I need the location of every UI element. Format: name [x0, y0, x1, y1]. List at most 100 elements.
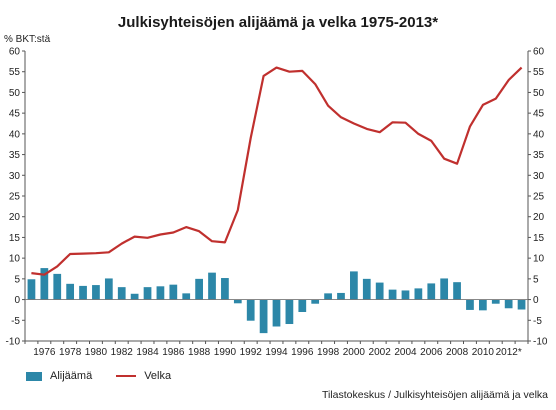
legend-swatch-deficit — [26, 371, 42, 381]
x-tick-label: 1976 — [33, 347, 56, 358]
bar-deficit — [453, 282, 461, 300]
x-tick-label: 1986 — [162, 347, 185, 358]
x-tick-label: 2000 — [343, 347, 366, 358]
bar-deficit — [311, 299, 320, 304]
bar-deficit — [259, 299, 268, 334]
x-tick-label: 1978 — [59, 347, 82, 358]
legend-label-debt: Velka — [144, 370, 172, 382]
x-tick-label: 2008 — [446, 347, 469, 358]
legend-label-deficit: Alijäämä — [50, 370, 93, 382]
chart-legend: Alijäämä Velka — [26, 370, 171, 382]
x-tick-label: 1994 — [265, 347, 288, 358]
y-tick-label-right: 0 — [533, 295, 539, 306]
y-tick-label-left: 20 — [9, 212, 21, 223]
bar-deficit — [478, 299, 487, 311]
y-tick-label-right: 5 — [533, 274, 539, 285]
bar-deficit — [53, 273, 62, 300]
x-tick-label: 2012* — [496, 347, 522, 358]
x-tick-label: 2004 — [394, 347, 417, 358]
bar-deficit — [169, 284, 178, 300]
x-tick-label: 2010 — [472, 347, 495, 358]
bar-deficit — [246, 299, 255, 321]
bar-deficit — [285, 299, 294, 325]
y-tick-label-left: 30 — [9, 171, 21, 182]
bar-deficit — [143, 287, 152, 300]
legend-swatch-debt — [116, 375, 137, 377]
bar-deficit — [491, 299, 500, 304]
bar-deficit — [272, 299, 281, 327]
y-tick-label-right: -10 — [533, 337, 548, 348]
y-tick-label-left: 50 — [9, 88, 21, 99]
y-tick-label-right: 15 — [533, 233, 545, 244]
y-tick-label-left: 45 — [9, 109, 21, 120]
y-tick-label-right: 50 — [533, 88, 545, 99]
bar-deficit — [233, 299, 242, 304]
y-tick-label-left: 40 — [9, 129, 21, 140]
y-tick-label-left: 10 — [9, 254, 21, 265]
source-note: Tilastokeskus / Julkisyhteisöjen alijääm… — [321, 389, 548, 401]
y-tick-label-right: 40 — [533, 129, 545, 140]
bar-deficit — [66, 283, 75, 300]
y-tick-label-left: 25 — [9, 192, 21, 203]
y-tick-label-right: 60 — [533, 47, 545, 58]
y-tick-label-right: 45 — [533, 109, 545, 120]
x-axis: 1976 1978 1980 1982 1984 1986 1988 1990 1992 1994… — [24, 299, 529, 358]
bar-deficit — [130, 293, 139, 300]
y-tick-label-right: 20 — [533, 212, 545, 223]
y-tick-label-right: 30 — [533, 171, 545, 182]
x-tick-label: 1988 — [188, 347, 211, 358]
y-tick-label-right: -5 — [533, 316, 542, 327]
bar-deficit — [324, 293, 332, 300]
bar-deficit — [414, 288, 423, 300]
x-tick-label: 2006 — [420, 347, 443, 358]
x-tick-label: 1984 — [136, 347, 159, 358]
y-tick-label-right: 25 — [533, 192, 545, 203]
bar-deficit — [466, 299, 474, 310]
x-tick-label: 1996 — [291, 347, 314, 358]
bar-deficit — [92, 285, 100, 300]
x-tick-label: 1990 — [214, 347, 237, 358]
x-tick-label: 1980 — [85, 347, 108, 358]
bar-deficit — [104, 278, 113, 300]
bar-deficit — [362, 278, 371, 300]
y-tick-label-left: -10 — [6, 337, 21, 348]
y-tick-label-left: 55 — [9, 67, 21, 78]
y-axis-unit-label: % BKT:stä — [4, 34, 51, 45]
bar-deficit — [350, 271, 358, 300]
bar-deficit — [117, 287, 126, 300]
chart-title: Julkisyhteisöjen alijäämä ja velka 1975-… — [117, 14, 439, 31]
y-tick-label-right: 55 — [533, 67, 545, 78]
bar-deficit — [40, 268, 49, 300]
x-tick-label: 1982 — [111, 347, 134, 358]
bar-deficit — [182, 293, 191, 300]
y-tick-label-right: 35 — [533, 150, 545, 161]
bar-deficit — [337, 292, 345, 300]
y-tick-label-right: 10 — [533, 254, 545, 265]
line-debt — [31, 66, 523, 276]
y-axis-left: -10 -5 0 5 10 15 20 25 30 35 40 45 50 55 60 — [6, 47, 26, 348]
y-tick-label-left: 0 — [14, 295, 20, 306]
deficit-bars — [27, 268, 526, 334]
y-tick-label-left: 5 — [14, 274, 20, 285]
bar-deficit — [401, 290, 410, 300]
bar-deficit — [517, 299, 526, 310]
bar-deficit — [440, 278, 449, 300]
bar-deficit — [427, 283, 436, 300]
y-tick-label-left: 60 — [9, 47, 21, 58]
bar-deficit — [221, 278, 229, 300]
bar-deficit — [375, 282, 384, 300]
y-tick-label-left: 15 — [9, 233, 21, 244]
bar-deficit — [195, 278, 203, 300]
bar-deficit — [27, 279, 36, 300]
y-tick-label-left: 35 — [9, 150, 21, 161]
bar-deficit — [388, 289, 397, 300]
x-tick-label: 1992 — [240, 347, 263, 358]
x-tick-label: 2002 — [369, 347, 392, 358]
bar-deficit — [298, 299, 307, 312]
bar-deficit — [208, 272, 216, 300]
y-tick-label-left: -5 — [11, 316, 20, 327]
bar-deficit — [79, 285, 87, 300]
bar-deficit — [504, 299, 513, 309]
bar-deficit — [156, 286, 165, 300]
